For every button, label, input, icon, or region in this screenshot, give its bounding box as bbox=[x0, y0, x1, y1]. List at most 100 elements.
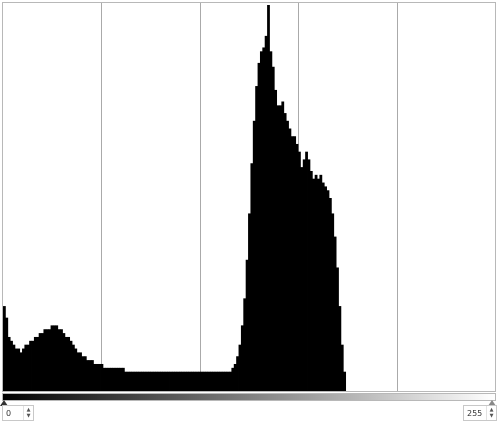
high-input-spin-buttons[interactable]: ▲ ▼ bbox=[486, 406, 496, 420]
histogram-bar bbox=[331, 213, 335, 391]
histogram-bar bbox=[288, 128, 292, 391]
histogram-bar bbox=[248, 213, 251, 391]
histogram-bar bbox=[300, 167, 304, 391]
histogram-bar bbox=[343, 371, 347, 391]
histogram-bar bbox=[200, 371, 204, 391]
histogram-bar bbox=[307, 159, 311, 391]
histogram-bar bbox=[233, 363, 237, 391]
histogram-bar bbox=[319, 174, 323, 391]
histogram-bar bbox=[143, 371, 147, 391]
low-input-value[interactable]: 0 bbox=[6, 408, 12, 418]
histogram-bar bbox=[57, 329, 61, 391]
histogram-bar bbox=[317, 178, 320, 391]
histogram-bar bbox=[69, 340, 73, 391]
histogram-bar bbox=[22, 348, 25, 391]
histogram-bar bbox=[76, 352, 80, 391]
histogram-bar bbox=[5, 317, 9, 391]
histogram-bar bbox=[98, 363, 101, 391]
histogram-bar bbox=[186, 371, 189, 391]
histogram-bar bbox=[314, 174, 318, 391]
histogram-bar bbox=[328, 198, 332, 391]
histogram-bar bbox=[195, 371, 199, 391]
histogram-bar bbox=[74, 348, 78, 391]
histogram-bar bbox=[281, 101, 285, 391]
histogram-bar bbox=[17, 348, 21, 391]
histogram-bar bbox=[255, 86, 258, 391]
histogram-bar bbox=[174, 371, 178, 391]
histogram-bar bbox=[100, 363, 104, 391]
histogram-bar bbox=[183, 371, 187, 391]
histogram-bar bbox=[86, 360, 90, 391]
histogram-bar bbox=[193, 371, 197, 391]
histogram-bar bbox=[79, 352, 82, 391]
spin-down-icon[interactable]: ▼ bbox=[489, 413, 494, 419]
histogram-bar bbox=[340, 344, 344, 391]
histogram-bar bbox=[81, 356, 85, 391]
histogram-bar bbox=[226, 371, 230, 391]
histogram-bar bbox=[207, 371, 211, 391]
histogram-bar bbox=[210, 371, 213, 391]
histogram-bar bbox=[338, 306, 342, 391]
low-input-spin-buttons[interactable]: ▲ ▼ bbox=[23, 406, 33, 420]
histogram-bar bbox=[110, 367, 113, 391]
histogram-bar bbox=[259, 51, 263, 391]
histogram-bar bbox=[333, 236, 337, 391]
low-input-spinbox[interactable]: 0 ▲ ▼ bbox=[2, 405, 34, 421]
black-point-slider-handle[interactable] bbox=[0, 400, 8, 406]
spin-up-icon[interactable]: ▲ bbox=[489, 407, 494, 413]
histogram-bar bbox=[145, 371, 149, 391]
high-input-value[interactable]: 255 bbox=[467, 408, 483, 418]
histogram-bar bbox=[112, 367, 116, 391]
histogram-bar bbox=[188, 371, 192, 391]
histogram-bar bbox=[7, 336, 11, 391]
histogram-bar bbox=[205, 371, 209, 391]
histogram-bar bbox=[148, 371, 151, 391]
histogram-bar bbox=[95, 363, 99, 391]
histogram-bar bbox=[105, 367, 109, 391]
histogram-bar bbox=[93, 363, 97, 391]
histogram-bar bbox=[64, 336, 68, 391]
histogram-bar bbox=[229, 371, 232, 391]
histogram-bar bbox=[243, 298, 247, 391]
histogram-bar bbox=[102, 367, 106, 391]
histogram-bar bbox=[271, 66, 275, 391]
histogram-bar bbox=[48, 329, 51, 391]
histogram-bar bbox=[36, 336, 40, 391]
histogram-bar bbox=[33, 336, 37, 391]
histogram-bar bbox=[41, 333, 44, 391]
histogram-bar bbox=[305, 151, 308, 391]
histogram-bar bbox=[157, 371, 161, 391]
histogram-bar bbox=[121, 367, 125, 391]
histogram-bar bbox=[262, 47, 266, 391]
histogram-bar bbox=[155, 371, 159, 391]
histogram-bar bbox=[290, 136, 294, 391]
histogram-bars bbox=[3, 5, 347, 391]
high-input-spinbox[interactable]: 255 ▲ ▼ bbox=[463, 405, 497, 421]
histogram-bar bbox=[26, 344, 30, 391]
histogram-bar bbox=[286, 120, 289, 391]
histogram-bar bbox=[276, 105, 280, 391]
white-point-slider-handle[interactable] bbox=[488, 400, 496, 406]
histogram-bar bbox=[179, 371, 182, 391]
histogram-plot bbox=[3, 3, 398, 391]
spin-up-icon[interactable]: ▲ bbox=[26, 407, 31, 413]
spin-down-icon[interactable]: ▼ bbox=[26, 413, 31, 419]
histogram-bar bbox=[245, 259, 249, 391]
histogram-bar bbox=[298, 151, 301, 391]
histogram-bar bbox=[295, 143, 299, 391]
histogram-bar bbox=[124, 371, 128, 391]
histogram-bar bbox=[162, 371, 166, 391]
histogram-bar bbox=[29, 340, 32, 391]
histogram-bar bbox=[131, 371, 135, 391]
histogram-bar bbox=[202, 371, 206, 391]
histogram-bar bbox=[214, 371, 218, 391]
histogram-bar bbox=[309, 170, 313, 391]
histogram-bar bbox=[50, 325, 54, 391]
histogram-bar bbox=[336, 267, 339, 391]
histogram-bar bbox=[43, 329, 47, 391]
histogram-bar bbox=[72, 344, 75, 391]
histogram-bar bbox=[114, 367, 118, 391]
histogram-bar bbox=[257, 62, 261, 391]
histogram-bar bbox=[283, 113, 287, 391]
histogram-bar bbox=[293, 136, 297, 391]
